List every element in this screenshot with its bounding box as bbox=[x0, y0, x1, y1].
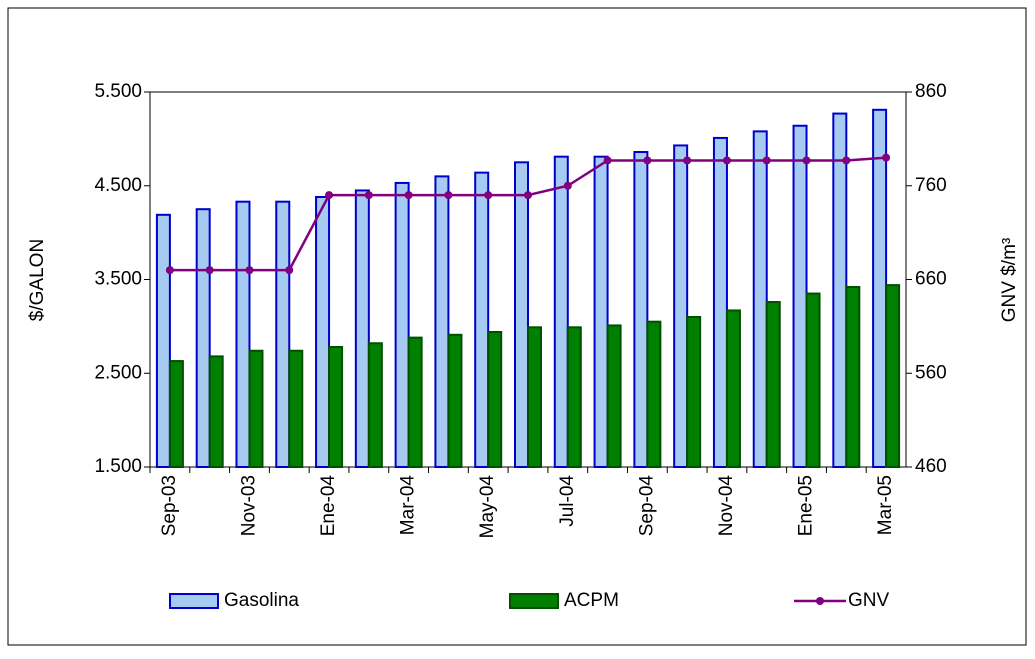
x-tick-label: Nov-03 bbox=[238, 475, 259, 536]
line-marker bbox=[364, 191, 373, 200]
x-tick-label: Nov-04 bbox=[716, 475, 737, 537]
line-marker bbox=[404, 191, 413, 200]
legend-label: GNV bbox=[848, 590, 890, 611]
y2-tick-label: 760 bbox=[915, 175, 947, 196]
bar bbox=[606, 324, 622, 468]
bar bbox=[752, 130, 768, 468]
bar bbox=[195, 208, 211, 468]
bar bbox=[805, 292, 821, 468]
line-marker bbox=[842, 156, 851, 165]
bar bbox=[434, 175, 450, 468]
bar bbox=[885, 284, 901, 468]
x-tick-label: Sep-03 bbox=[159, 475, 180, 536]
bar bbox=[315, 196, 331, 468]
line-marker bbox=[882, 153, 891, 162]
y-tick-label: 1.500 bbox=[94, 456, 142, 477]
line-marker bbox=[205, 266, 214, 275]
bar bbox=[765, 301, 781, 468]
y-tick-label: 5.500 bbox=[94, 81, 142, 102]
bar bbox=[845, 286, 861, 468]
line-marker bbox=[245, 266, 254, 275]
line-marker bbox=[683, 156, 692, 165]
bar bbox=[328, 346, 344, 468]
line-marker bbox=[165, 266, 174, 275]
y2-tick-label: 460 bbox=[915, 456, 947, 477]
y-axis-title: $/GALON bbox=[27, 239, 48, 321]
line-marker bbox=[484, 191, 493, 200]
legend-label: Gasolina bbox=[224, 590, 299, 611]
bar bbox=[354, 189, 370, 468]
line-marker bbox=[563, 181, 572, 190]
bar bbox=[686, 316, 702, 468]
bar bbox=[235, 200, 251, 468]
x-tick-label: Mar-05 bbox=[875, 475, 896, 535]
bar bbox=[248, 349, 264, 468]
bar bbox=[514, 161, 529, 468]
bar bbox=[712, 136, 728, 468]
legend-marker bbox=[816, 597, 824, 605]
y2-axis-title: GNV $/m³ bbox=[999, 238, 1020, 322]
bar bbox=[646, 320, 662, 468]
bar bbox=[566, 326, 582, 468]
line-marker bbox=[285, 266, 294, 275]
line-marker bbox=[802, 156, 811, 165]
line-marker bbox=[762, 156, 771, 165]
line-marker bbox=[524, 191, 532, 200]
bar bbox=[725, 309, 741, 468]
y-tick-label: 2.500 bbox=[94, 362, 142, 383]
x-tick-label: Mar-04 bbox=[398, 475, 419, 536]
bar bbox=[527, 326, 542, 468]
line-marker bbox=[722, 156, 731, 165]
legend-label: ACPM bbox=[564, 590, 619, 611]
bar bbox=[792, 124, 808, 468]
bar bbox=[394, 181, 410, 468]
bar bbox=[553, 155, 569, 468]
x-tick-label: Ene-05 bbox=[796, 475, 817, 536]
bar bbox=[487, 331, 503, 468]
bar bbox=[168, 360, 184, 468]
bar bbox=[593, 155, 609, 468]
legend-swatch bbox=[509, 593, 559, 609]
x-tick-label: Ene-04 bbox=[318, 475, 339, 537]
bar bbox=[673, 144, 689, 468]
bar bbox=[832, 112, 848, 468]
bar bbox=[633, 151, 649, 468]
y2-tick-label: 860 bbox=[915, 81, 947, 102]
bar bbox=[208, 355, 224, 468]
bar bbox=[155, 213, 171, 468]
bar bbox=[872, 108, 888, 468]
bar bbox=[474, 171, 490, 468]
y2-tick-label: 560 bbox=[915, 362, 947, 383]
x-tick-label: Sep-04 bbox=[636, 475, 657, 537]
y2-tick-label: 660 bbox=[915, 269, 947, 290]
y-tick-label: 3.500 bbox=[94, 269, 142, 290]
x-tick-label: May-04 bbox=[477, 475, 498, 539]
legend-swatch bbox=[169, 593, 219, 609]
bar bbox=[275, 200, 291, 468]
bar bbox=[407, 336, 423, 468]
line-marker bbox=[325, 191, 334, 200]
y-tick-label: 4.500 bbox=[94, 175, 142, 196]
line-marker bbox=[444, 191, 453, 200]
bar bbox=[367, 342, 383, 468]
bar bbox=[447, 333, 463, 468]
line-marker bbox=[603, 156, 612, 165]
bar bbox=[288, 349, 304, 468]
line-marker bbox=[643, 156, 652, 165]
x-tick-label: Jul-04 bbox=[557, 475, 578, 527]
